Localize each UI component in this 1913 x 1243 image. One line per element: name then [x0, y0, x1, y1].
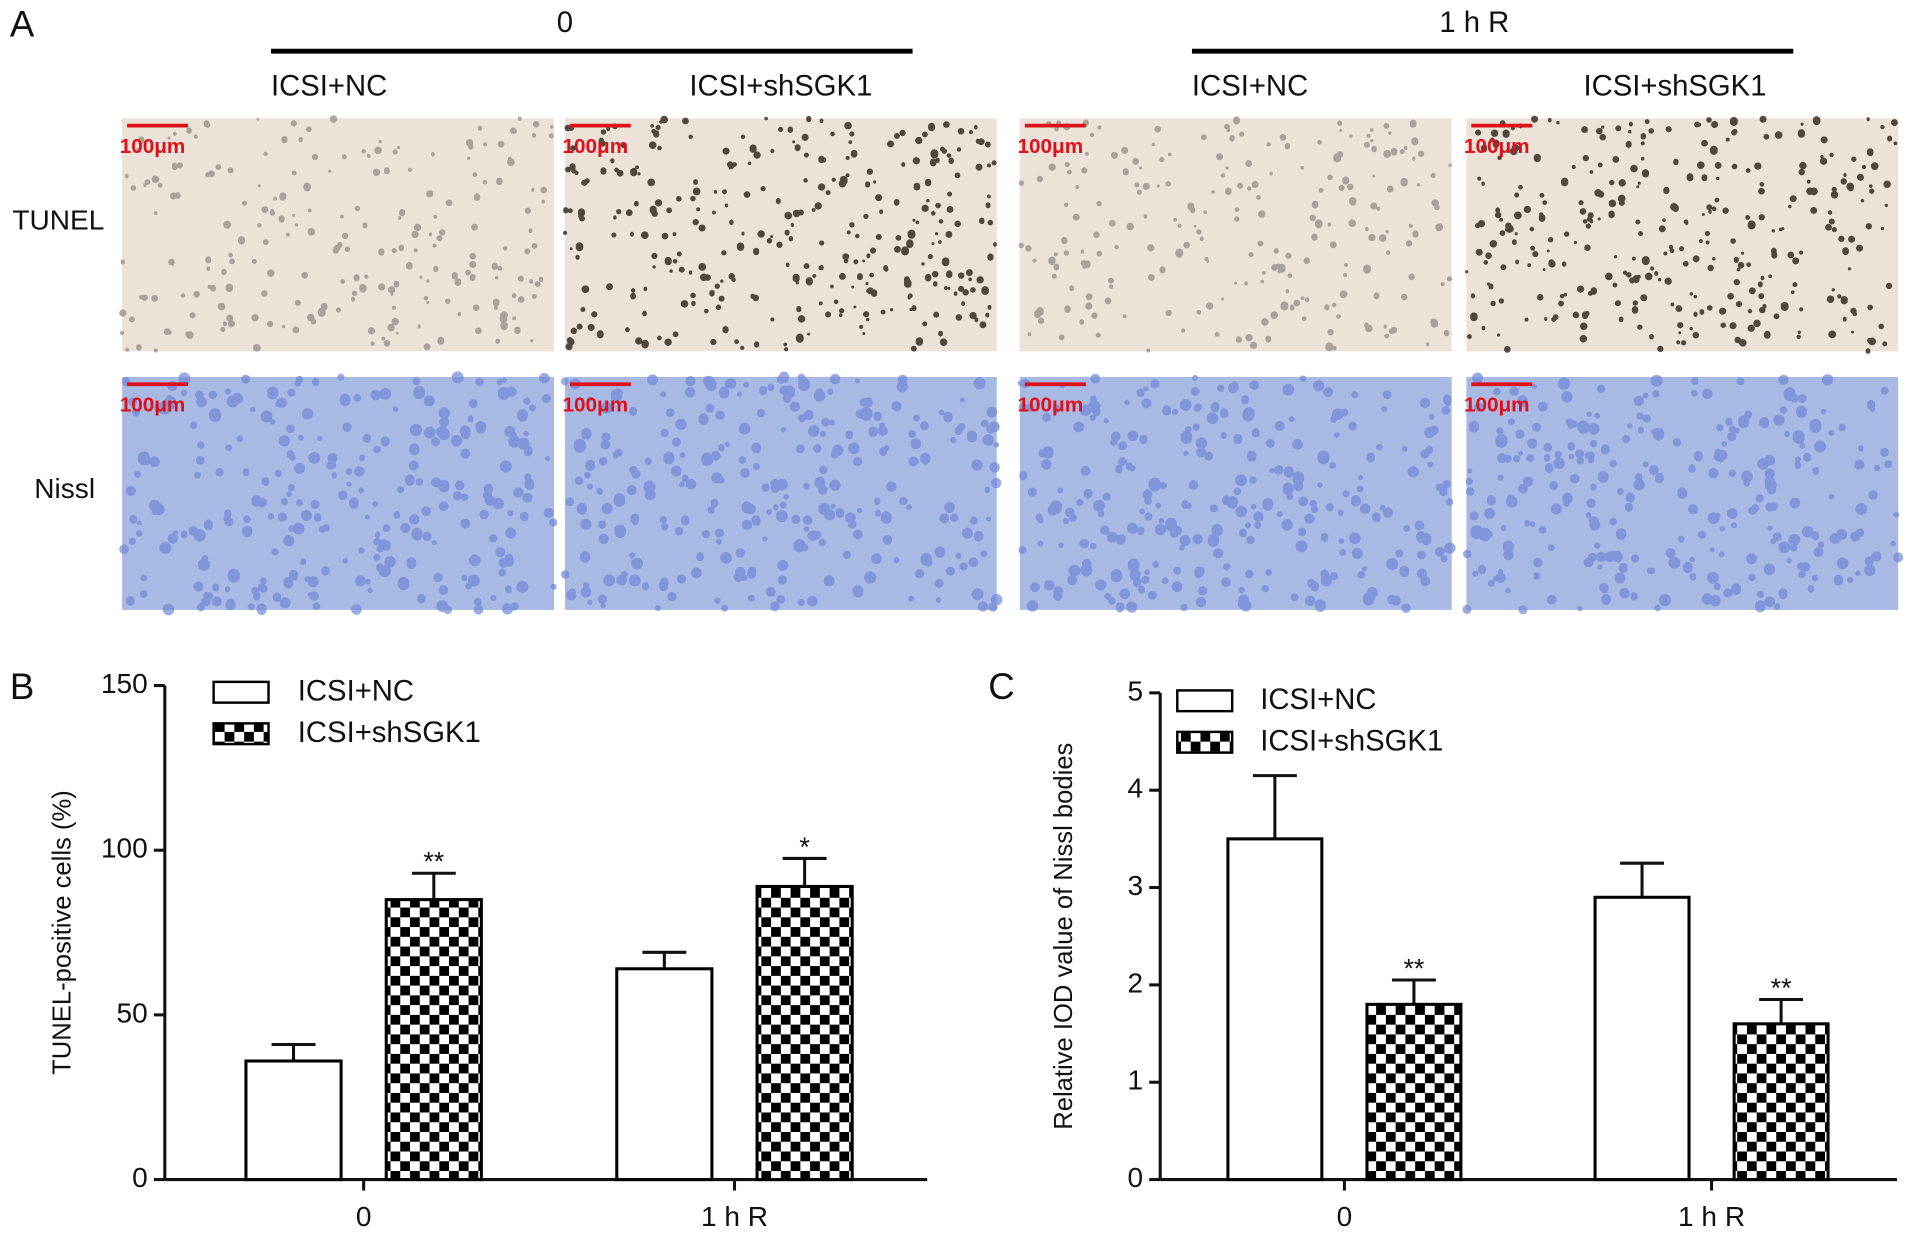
panel-label: C — [988, 666, 1014, 707]
legend-label: ICSI+shSGK1 — [298, 717, 481, 749]
row-label: TUNEL — [12, 204, 104, 235]
y-tick-label: 0 — [1128, 1162, 1144, 1193]
scale-bar-label: 100μm — [562, 394, 628, 417]
scale-bar-label: 100μm — [1464, 135, 1530, 158]
significance: ** — [1771, 973, 1792, 1003]
scale-bar-label: 100μm — [120, 394, 186, 417]
bar — [1226, 837, 1324, 1182]
y-tick-label: 100 — [101, 833, 148, 864]
micrograph — [122, 118, 554, 352]
bar — [1732, 1022, 1830, 1182]
bar — [615, 967, 714, 1182]
legend-swatch — [212, 680, 270, 704]
panel-label: B — [10, 666, 34, 707]
x-tick-label: 0 — [1337, 1201, 1353, 1232]
cells — [119, 371, 558, 616]
y-tick-label: 50 — [117, 997, 148, 1028]
y-axis-label: Relative IOD value of Nissl bodies — [1050, 743, 1078, 1130]
x-tick-label: 1 h R — [1678, 1201, 1745, 1232]
x-tick-label: 1 h R — [701, 1201, 768, 1232]
panel-label: A — [10, 4, 35, 45]
micrograph — [1019, 118, 1452, 352]
bar — [384, 898, 483, 1182]
micrograph — [1466, 118, 1899, 352]
scale-bar-label: 100μm — [1017, 394, 1083, 417]
cells — [562, 115, 997, 352]
micrograph — [564, 376, 997, 610]
bar — [755, 884, 854, 1182]
scale-bar-label: 100μm — [562, 135, 628, 158]
scale-bar-label: 100μm — [1017, 135, 1083, 158]
y-tick-label: 2 — [1128, 967, 1144, 998]
y-tick-label: 4 — [1128, 773, 1144, 804]
significance: ** — [423, 847, 444, 877]
y-tick-label: 5 — [1128, 675, 1144, 706]
bar — [1365, 1002, 1463, 1182]
significance: ** — [1403, 953, 1424, 983]
micrograph — [564, 118, 997, 352]
x-tick-label: 0 — [356, 1201, 372, 1232]
column-label: ICSI+NC — [1192, 71, 1308, 103]
column-label: ICSI+NC — [271, 71, 387, 103]
y-tick-label: 1 — [1128, 1065, 1144, 1096]
legend-swatch — [1176, 689, 1234, 713]
legend-label: ICSI+NC — [1260, 684, 1376, 716]
cells — [1462, 372, 1904, 615]
cells — [1017, 373, 1456, 613]
y-tick-label: 3 — [1128, 870, 1144, 901]
bar — [1593, 895, 1691, 1182]
y-axis-label: TUNEL-positive cells (%) — [48, 790, 76, 1075]
scale-bar-label: 100μm — [120, 135, 186, 158]
column-label: ICSI+shSGK1 — [689, 71, 872, 103]
micrograph — [122, 376, 554, 610]
legend-swatch — [1176, 730, 1234, 754]
y-tick-label: 150 — [101, 668, 148, 699]
row-label: Nissl — [34, 473, 95, 504]
scale-bar-label: 100μm — [1464, 394, 1530, 417]
legend-label: ICSI+NC — [298, 676, 414, 708]
group-title: 1 h R — [1439, 7, 1509, 39]
group-title: 0 — [557, 7, 573, 39]
column-label: ICSI+shSGK1 — [1583, 71, 1766, 103]
significance: * — [799, 832, 810, 862]
y-tick-label: 0 — [132, 1162, 148, 1193]
legend-swatch — [212, 722, 270, 746]
legend-label: ICSI+shSGK1 — [1260, 726, 1443, 758]
cells — [560, 371, 1003, 612]
cells — [1018, 116, 1452, 353]
bar — [244, 1059, 343, 1182]
